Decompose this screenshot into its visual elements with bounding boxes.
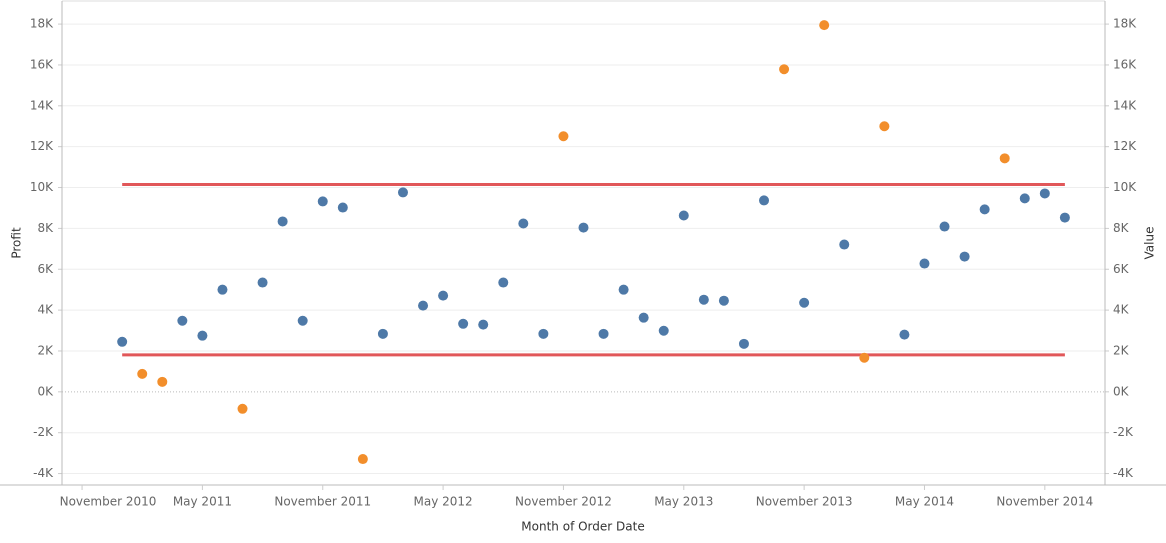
data-point	[959, 251, 970, 262]
data-point	[598, 328, 609, 339]
y-tick-label: 10K	[30, 180, 54, 194]
y-tick-label: 14K	[30, 98, 54, 112]
data-point	[317, 196, 328, 207]
y2-axis-title: Value	[1143, 227, 1157, 260]
data-point	[738, 338, 749, 349]
data-point	[859, 352, 870, 363]
y2-tick-label: 6K	[1113, 262, 1130, 276]
data-point	[418, 300, 429, 311]
data-point	[819, 20, 830, 31]
y-tick-label: 4K	[37, 303, 54, 317]
y2-tick-label: 4K	[1113, 303, 1130, 317]
y2-tick-label: 8K	[1113, 221, 1130, 235]
data-point	[197, 330, 208, 341]
x-axis-title: Month of Order Date	[521, 520, 644, 534]
data-point	[698, 294, 709, 305]
data-point	[498, 277, 509, 288]
data-point	[658, 325, 669, 336]
data-point	[297, 315, 308, 326]
data-point	[117, 336, 128, 347]
y2-tick-label: 16K	[1113, 57, 1137, 71]
y-tick-label: 8K	[37, 221, 54, 235]
data-point	[578, 222, 589, 233]
x-tick-label: November 2014	[996, 495, 1093, 509]
data-point	[1039, 188, 1050, 199]
data-point	[177, 315, 188, 326]
x-tick-label: May 2012	[414, 495, 473, 509]
y2-tick-label: 18K	[1113, 17, 1137, 31]
x-tick-label: November 2010	[60, 495, 157, 509]
x-tick-label: May 2011	[173, 495, 232, 509]
y2-tick-label: -2K	[1113, 425, 1134, 439]
data-point	[337, 202, 348, 213]
y2-tick-label: -4K	[1113, 466, 1134, 480]
data-point	[899, 329, 910, 340]
data-point	[558, 131, 569, 142]
y-tick-label: -2K	[33, 425, 54, 439]
data-point	[137, 368, 148, 379]
x-tick-label: May 2013	[654, 495, 713, 509]
y2-tick-label: 10K	[1113, 180, 1137, 194]
data-point	[257, 277, 268, 288]
y-tick-label: -4K	[33, 466, 54, 480]
data-point	[879, 121, 890, 132]
data-point	[217, 284, 228, 295]
data-point	[1059, 212, 1070, 223]
data-point	[779, 64, 790, 75]
data-point	[518, 218, 529, 229]
data-point	[277, 216, 288, 227]
y-tick-label: 16K	[30, 57, 54, 71]
x-tick-label: November 2011	[274, 495, 371, 509]
data-point	[759, 195, 770, 206]
x-tick-label: May 2014	[895, 495, 954, 509]
data-point	[458, 318, 469, 329]
data-point	[397, 187, 408, 198]
y-tick-label: 18K	[30, 17, 54, 31]
y-axis-title: Profit	[10, 227, 24, 259]
y2-tick-label: 12K	[1113, 139, 1137, 153]
data-point	[237, 403, 248, 414]
data-point	[438, 290, 449, 301]
data-point	[157, 376, 168, 387]
data-point	[377, 328, 388, 339]
data-point	[357, 454, 368, 465]
data-point	[478, 319, 489, 330]
data-point	[939, 221, 950, 232]
y2-tick-label: 2K	[1113, 343, 1130, 357]
data-point	[839, 239, 850, 250]
data-point	[799, 297, 810, 308]
data-point	[718, 295, 729, 306]
data-point	[979, 204, 990, 215]
y-tick-label: 12K	[30, 139, 54, 153]
data-point	[1019, 193, 1030, 204]
data-point	[618, 284, 629, 295]
x-tick-label: November 2013	[756, 495, 853, 509]
data-point	[638, 312, 649, 323]
data-point	[678, 210, 689, 221]
y-tick-label: 6K	[37, 262, 54, 276]
x-tick-label: November 2012	[515, 495, 612, 509]
data-point	[919, 258, 930, 269]
y-tick-label: 0K	[37, 384, 54, 398]
data-point	[999, 153, 1010, 164]
y-tick-label: 2K	[37, 343, 54, 357]
y2-tick-label: 0K	[1113, 384, 1130, 398]
data-point	[538, 328, 549, 339]
y2-tick-label: 14K	[1113, 98, 1137, 112]
